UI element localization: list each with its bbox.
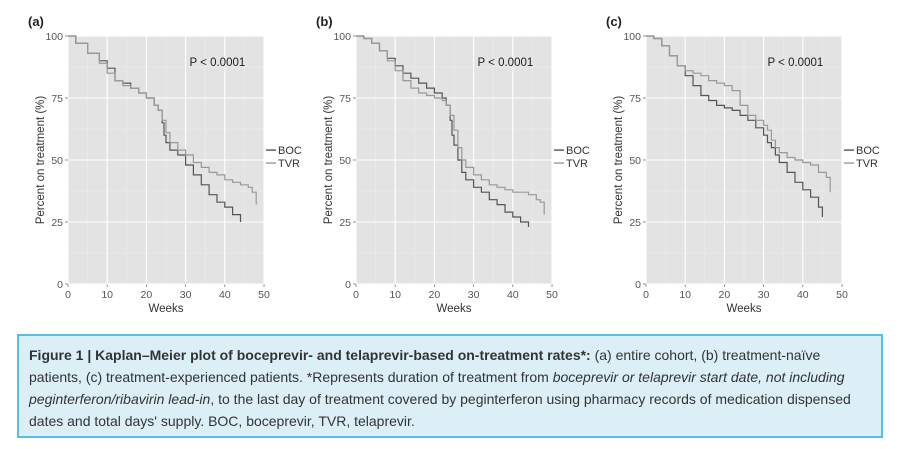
x-tick-label: 40: [219, 289, 231, 301]
y-tick-label: 25: [339, 217, 351, 229]
legend-label-boc: BOC: [278, 145, 302, 157]
legend-label-tvr: TVR: [566, 158, 588, 170]
y-axis-label: Percent on treatment (%): [613, 96, 625, 225]
x-tick-label: 0: [643, 289, 649, 301]
x-axis-label: Weeks: [727, 303, 762, 315]
x-tick-label: 30: [180, 289, 192, 301]
legend-label-tvr: TVR: [278, 158, 300, 170]
y-tick-label: 25: [51, 217, 63, 229]
x-tick-label: 20: [141, 289, 153, 301]
legend-label-tvr: TVR: [856, 158, 878, 170]
km-plot-b: 0 10 20 30 40 50 0 25 50 75 100 P < 0.0001 Weeks Perc…: [323, 31, 590, 315]
x-tick-label: 0: [65, 289, 71, 301]
series-line-tvr: [68, 35, 257, 205]
p-value-label: P < 0.0001: [190, 57, 246, 69]
y-tick-label: 50: [51, 155, 63, 167]
y-tick-label: 50: [629, 155, 641, 167]
y-tick-label: 50: [339, 155, 351, 167]
caption-text-end: , to the last day of treatment covered b…: [29, 391, 851, 429]
x-tick-label: 50: [546, 289, 558, 301]
y-tick-label: 75: [339, 93, 351, 105]
x-axis-label: Weeks: [149, 303, 184, 315]
legend-label-boc: BOC: [566, 145, 590, 157]
series-line-tvr: [646, 35, 831, 193]
km-plot-c: 0 10 20 30 40 50 0 25 50 75 100 P < 0.0001 Weeks Perc…: [613, 31, 880, 315]
caption-italic-text: boceprevir or telaprevir start date, not…: [29, 369, 845, 407]
x-tick-label: 50: [258, 289, 270, 301]
panel-label: (b): [316, 14, 333, 29]
caption-text: (a) entire cohort, (b) treatment-naïve p…: [29, 347, 821, 385]
series-line-boc: [356, 35, 530, 227]
y-tick-label: 100: [333, 31, 351, 43]
figure-caption: Figure 1 | Kaplan–Meier plot of boceprev…: [17, 334, 883, 438]
panel-label: (a): [28, 14, 44, 29]
legend-label-boc: BOC: [856, 145, 880, 157]
series-line-tvr: [356, 35, 545, 215]
y-tick-label: 75: [51, 93, 63, 105]
y-tick-label: 25: [629, 217, 641, 229]
km-plot-a: 0 10 20 30 40 50 0 25 50 75 100 P < 0.0001 Weeks Perc…: [35, 31, 302, 315]
x-tick-label: 10: [679, 289, 691, 301]
y-tick-label: 100: [45, 31, 63, 43]
x-tick-label: 0: [353, 289, 359, 301]
x-tick-label: 40: [797, 289, 809, 301]
y-axis-label: Percent on treatment (%): [35, 96, 47, 225]
x-tick-label: 50: [836, 289, 848, 301]
y-tick-label: 0: [345, 279, 351, 291]
x-tick-label: 30: [468, 289, 480, 301]
x-axis-label: Weeks: [437, 303, 472, 315]
panel-c: (c) 0 10 20 30 40 50 0 25 50 75 100 P < 0.0001 Weeks…: [606, 14, 896, 324]
y-tick-label: 100: [623, 31, 641, 43]
y-tick-label: 75: [629, 93, 641, 105]
panel-a: (a) 0 10 20 30 40 50 0 25 50 75 100 P < 0.0001 Weeks…: [28, 14, 318, 324]
y-axis-label: Percent on treatment (%): [323, 96, 335, 225]
x-tick-label: 10: [101, 289, 113, 301]
caption-label: Figure 1 | Kaplan–Meier plot of boceprev…: [29, 347, 591, 363]
y-tick-label: 0: [57, 279, 63, 291]
p-value-label: P < 0.0001: [478, 57, 534, 69]
x-tick-label: 30: [758, 289, 770, 301]
x-tick-label: 20: [719, 289, 731, 301]
x-tick-label: 20: [429, 289, 441, 301]
panel-b: (b) 0 10 20 30 40 50 0 25 50 75 100 P < 0.0001 Weeks…: [316, 14, 606, 324]
p-value-label: P < 0.0001: [768, 57, 824, 69]
x-tick-label: 10: [389, 289, 401, 301]
y-tick-label: 0: [635, 279, 641, 291]
x-tick-label: 40: [507, 289, 519, 301]
panel-label: (c): [606, 14, 622, 29]
